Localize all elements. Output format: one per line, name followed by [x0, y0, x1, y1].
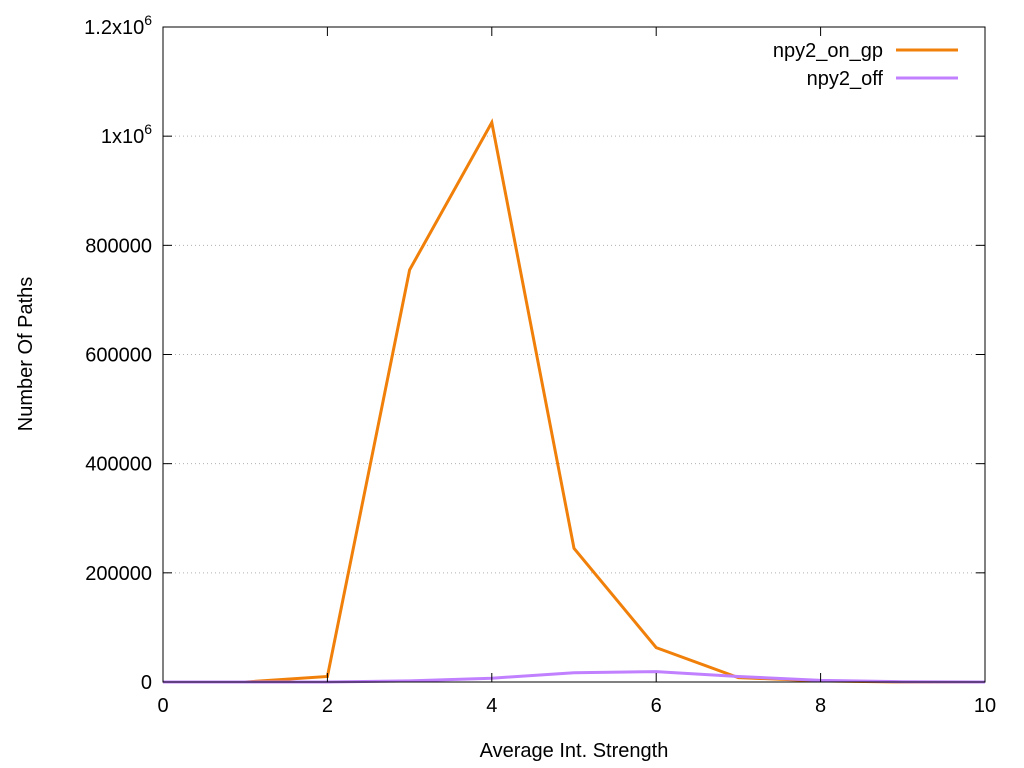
y-tick-label-exponent: 6	[144, 121, 152, 137]
y-tick-label-base: 1.2x10	[84, 17, 144, 39]
gridlines	[163, 135, 985, 574]
x-tick-label: 2	[322, 695, 333, 717]
y-tick-label-exponent: 6	[144, 12, 152, 28]
y-tick-label: 800000	[85, 235, 152, 257]
x-tick-label: 0	[157, 695, 168, 717]
x-axis-ticks: 0 2 4 6 8 10	[157, 27, 996, 717]
x-axis-label: Average Int. Strength	[480, 740, 669, 762]
x-tick-label: 6	[651, 695, 662, 717]
y-tick-label: 1x106	[101, 121, 152, 148]
y-tick-label: 400000	[85, 454, 152, 476]
legend-label-npy2_on_gp: npy2_on_gp	[773, 40, 883, 62]
x-tick-label: 4	[486, 695, 497, 717]
plot-frame	[162, 26, 986, 683]
y-tick-label: 600000	[85, 345, 152, 367]
y-axis-label: Number Of Paths	[15, 277, 37, 432]
y-tick-label: 0	[141, 672, 152, 694]
series-line-npy2_on_gp	[163, 118, 985, 684]
series-lines	[163, 118, 986, 684]
legend: npy2_on_gp npy2_off	[773, 40, 958, 90]
legend-label-npy2_off: npy2_off	[807, 68, 884, 90]
y-tick-label: 1.2x106	[84, 12, 152, 39]
x-tick-label: 8	[815, 695, 826, 717]
x-tick-label: 10	[974, 695, 996, 717]
y-tick-label: 200000	[85, 563, 152, 585]
y-tick-label-base: 1x10	[101, 126, 144, 148]
